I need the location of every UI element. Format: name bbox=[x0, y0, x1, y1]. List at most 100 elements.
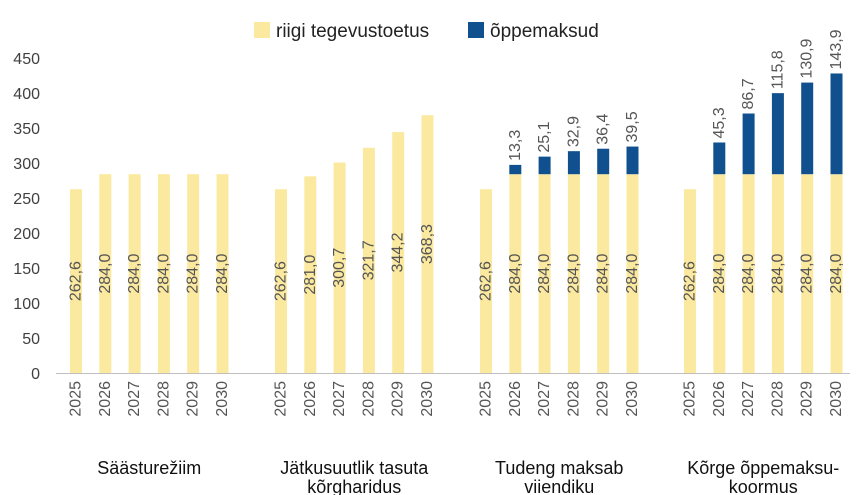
y-tick-label: 450 bbox=[13, 51, 40, 68]
x-tick-label-year: 2030 bbox=[624, 381, 641, 417]
group-label: Jätkusuutlik tasuta bbox=[280, 458, 429, 478]
x-tick-label-year: 2025 bbox=[682, 381, 699, 417]
bar-tegevustoetus bbox=[362, 147, 375, 373]
bar-oppemaksud bbox=[801, 82, 814, 175]
y-tick-label: 200 bbox=[13, 226, 40, 243]
data-label-oppemaksud: 39,5 bbox=[624, 111, 641, 142]
x-tick-label-year: 2030 bbox=[828, 381, 845, 417]
bar-oppemaksud bbox=[567, 151, 580, 175]
group-label: viiendiku bbox=[524, 477, 594, 495]
y-tick-label: 100 bbox=[13, 296, 40, 313]
data-label-oppemaksud: 143,9 bbox=[828, 29, 845, 69]
x-tick-label-year: 2026 bbox=[302, 381, 319, 417]
legend: riigi tegevustoetus õppemaksud bbox=[254, 21, 599, 42]
x-tick-label-year: 2025 bbox=[68, 381, 85, 417]
bar-tegevustoetus bbox=[626, 174, 639, 373]
data-label-oppemaksud: 25,1 bbox=[536, 121, 553, 152]
data-label-tegevustoetus: 344,2 bbox=[390, 232, 407, 272]
data-label-tegevustoetus: 284,0 bbox=[97, 253, 114, 293]
data-label-tegevustoetus: 262,6 bbox=[68, 261, 85, 301]
bar-tegevustoetus bbox=[801, 174, 814, 373]
data-label-tegevustoetus: 284,0 bbox=[595, 253, 612, 293]
bar-tegevustoetus bbox=[421, 115, 434, 373]
bar-tegevustoetus bbox=[742, 174, 755, 373]
x-tick-label-year: 2029 bbox=[799, 381, 816, 417]
bar-tegevustoetus bbox=[304, 176, 317, 373]
data-label-oppemaksud: 13,3 bbox=[507, 130, 524, 161]
data-label-tegevustoetus: 284,0 bbox=[769, 253, 786, 293]
data-label-tegevustoetus: 262,6 bbox=[478, 261, 495, 301]
y-tick-label: 400 bbox=[13, 86, 40, 103]
data-label-tegevustoetus: 321,7 bbox=[360, 240, 377, 280]
y-tick-label: 300 bbox=[13, 156, 40, 173]
bar-tegevustoetus bbox=[684, 189, 696, 373]
x-tick-label-year: 2030 bbox=[214, 381, 231, 417]
x-tick-label-year: 2026 bbox=[507, 381, 524, 417]
bar-tegevustoetus bbox=[509, 174, 522, 373]
group-label: koormus bbox=[729, 477, 798, 495]
data-label-tegevustoetus: 284,0 bbox=[507, 253, 524, 293]
data-label-oppemaksud: 130,9 bbox=[799, 38, 816, 78]
bar-tegevustoetus bbox=[480, 189, 492, 373]
x-tick-label-year: 2029 bbox=[185, 381, 202, 417]
x-tick-label-year: 2029 bbox=[390, 381, 407, 417]
bar-tegevustoetus bbox=[392, 132, 405, 373]
x-tick-label-year: 2028 bbox=[769, 381, 786, 417]
x-tick-label-year: 2028 bbox=[360, 381, 377, 417]
x-tick-label-year: 2027 bbox=[126, 381, 143, 417]
data-label-tegevustoetus: 284,0 bbox=[740, 253, 757, 293]
x-tick-label-year: 2026 bbox=[711, 381, 728, 417]
data-label-oppemaksud: 36,4 bbox=[595, 113, 612, 144]
bar-oppemaksud bbox=[742, 113, 755, 175]
bar-tegevustoetus bbox=[713, 174, 726, 373]
group-label: kõrgharidus bbox=[307, 477, 401, 495]
x-tick-label-year: 2027 bbox=[536, 381, 553, 417]
data-label-oppemaksud: 86,7 bbox=[740, 78, 757, 109]
y-tick-label: 50 bbox=[22, 331, 40, 348]
x-tick-label-year: 2025 bbox=[273, 381, 290, 417]
data-label-tegevustoetus: 284,0 bbox=[828, 253, 845, 293]
x-tick-label-year: 2025 bbox=[478, 381, 495, 417]
y-axis: 0 50 100 150 200 250 300 350 400 450 bbox=[13, 51, 40, 383]
legend-label-tegevustoetus: riigi tegevustoetus bbox=[276, 21, 429, 42]
data-label-tegevustoetus: 284,0 bbox=[624, 253, 641, 293]
bar-tegevustoetus bbox=[597, 174, 610, 373]
bar-tegevustoetus bbox=[275, 189, 287, 373]
data-label-oppemaksud: 32,9 bbox=[565, 116, 582, 147]
bar-tegevustoetus bbox=[830, 174, 843, 373]
y-tick-label: 150 bbox=[13, 261, 40, 278]
bar-oppemaksud bbox=[626, 146, 639, 175]
legend-swatch-tegevustoetus bbox=[254, 22, 270, 38]
data-label-tegevustoetus: 284,0 bbox=[126, 253, 143, 293]
bar-oppemaksud bbox=[538, 156, 551, 175]
x-tick-label-year: 2027 bbox=[740, 381, 757, 417]
bar-tegevustoetus bbox=[538, 174, 551, 373]
data-label-tegevustoetus: 284,0 bbox=[536, 253, 553, 293]
legend-label-oppemaksud: õppemaksud bbox=[490, 21, 599, 42]
group-label: Säästurežiim bbox=[97, 458, 201, 478]
bar-oppemaksud bbox=[713, 142, 726, 175]
data-label-tegevustoetus: 284,0 bbox=[711, 253, 728, 293]
bar-oppemaksud bbox=[597, 148, 610, 175]
data-label-oppemaksud: 115,8 bbox=[769, 50, 786, 89]
data-label-tegevustoetus: 284,0 bbox=[565, 253, 582, 293]
bar-oppemaksud bbox=[830, 73, 843, 175]
bar-tegevustoetus bbox=[128, 174, 141, 373]
x-tick-label-year: 2027 bbox=[331, 381, 348, 417]
y-tick-label: 250 bbox=[13, 191, 40, 208]
data-label-oppemaksud: 45,3 bbox=[711, 107, 728, 138]
bar-tegevustoetus bbox=[70, 189, 82, 373]
x-tick-label-year: 2029 bbox=[595, 381, 612, 417]
x-axis-labels: 2025 2026 2027 2028 2029 2030 Säästurežiim 2025… bbox=[68, 381, 846, 495]
bar-tegevustoetus bbox=[187, 174, 200, 373]
data-label-tegevustoetus: 262,6 bbox=[682, 261, 699, 301]
data-label-tegevustoetus: 284,0 bbox=[155, 253, 172, 293]
x-tick-label-year: 2028 bbox=[155, 381, 172, 417]
bar-tegevustoetus bbox=[333, 162, 346, 373]
x-tick-label-year: 2028 bbox=[565, 381, 582, 417]
bar-tegevustoetus bbox=[771, 174, 784, 373]
bar-tegevustoetus bbox=[157, 174, 170, 373]
bar-tegevustoetus bbox=[567, 174, 580, 373]
group-label: Kõrge õppemaksu- bbox=[687, 458, 839, 478]
